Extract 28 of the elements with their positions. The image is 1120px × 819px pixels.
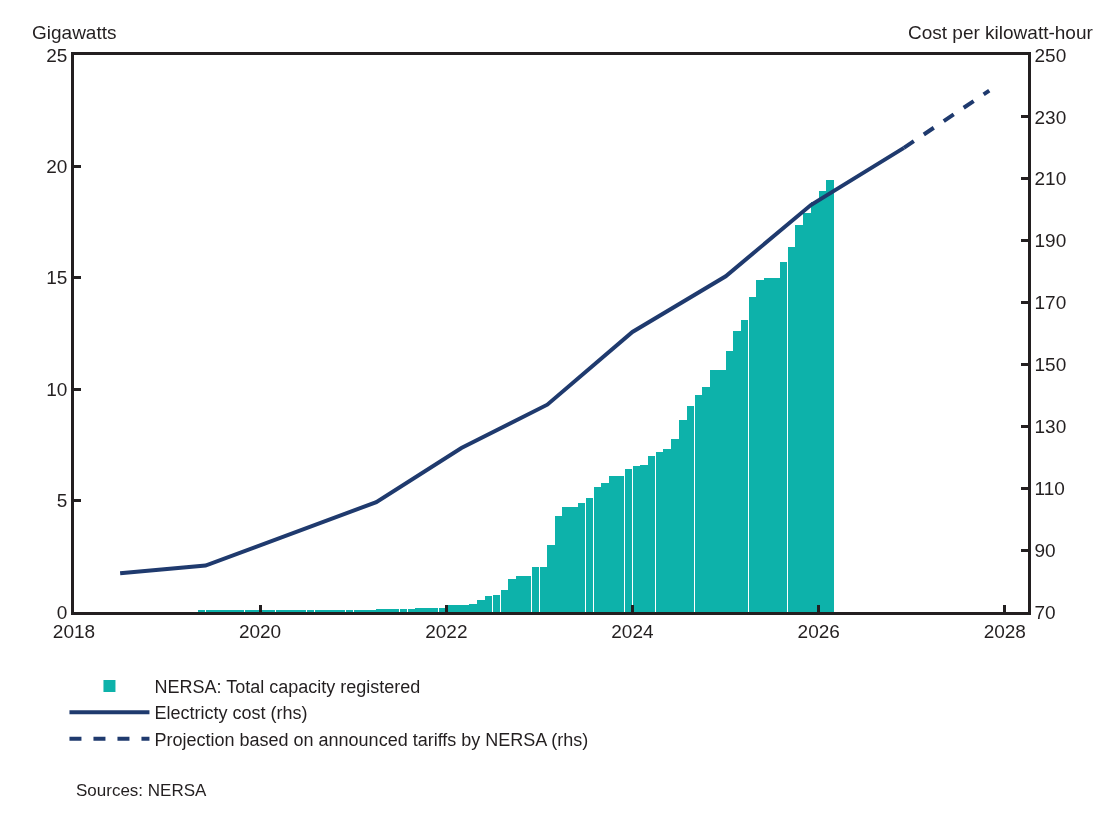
y2-tick-label: 250 bbox=[1034, 44, 1067, 66]
y2-tick-label: 70 bbox=[1034, 601, 1056, 623]
x-tick-label: 2020 bbox=[238, 620, 282, 642]
y2-tick-label: 130 bbox=[1034, 415, 1067, 437]
x-tick-label: 2018 bbox=[52, 620, 96, 642]
y2-tick-label: 90 bbox=[1034, 539, 1056, 561]
y2-tick-label: 230 bbox=[1034, 106, 1067, 128]
x-tick-label: 2022 bbox=[425, 620, 468, 642]
y-tick-label: 0 bbox=[56, 601, 68, 623]
y-tick-label: 10 bbox=[46, 378, 68, 400]
y-tick-label: 15 bbox=[46, 267, 68, 289]
x-tick-label: 2028 bbox=[983, 620, 1026, 642]
x-tick-label: 2024 bbox=[611, 620, 654, 642]
y2-axis-title: Cost per kilowatt-hour bbox=[908, 22, 1094, 43]
y2-tick-label: 170 bbox=[1034, 292, 1067, 314]
y-tick-label: 25 bbox=[46, 44, 68, 66]
y-tick-label: 5 bbox=[56, 490, 68, 512]
y2-tick-label: 210 bbox=[1034, 168, 1067, 190]
legend-label: Electricty cost (rhs) bbox=[154, 703, 308, 724]
y2-tick-label: 110 bbox=[1034, 477, 1065, 499]
y-tick-label: 20 bbox=[46, 156, 68, 178]
legend-label: NERSA: Total capacity registered bbox=[154, 676, 421, 697]
y2-tick-label: 190 bbox=[1034, 230, 1067, 252]
x-tick-label: 2026 bbox=[797, 620, 840, 642]
y-axis-title: Gigawatts bbox=[32, 22, 117, 43]
y2-tick-label: 150 bbox=[1034, 354, 1067, 376]
source-note: Sources: NERSA bbox=[76, 781, 208, 800]
legend-label: Projection based on announced tariffs by NERSA (rhs) bbox=[154, 729, 589, 750]
